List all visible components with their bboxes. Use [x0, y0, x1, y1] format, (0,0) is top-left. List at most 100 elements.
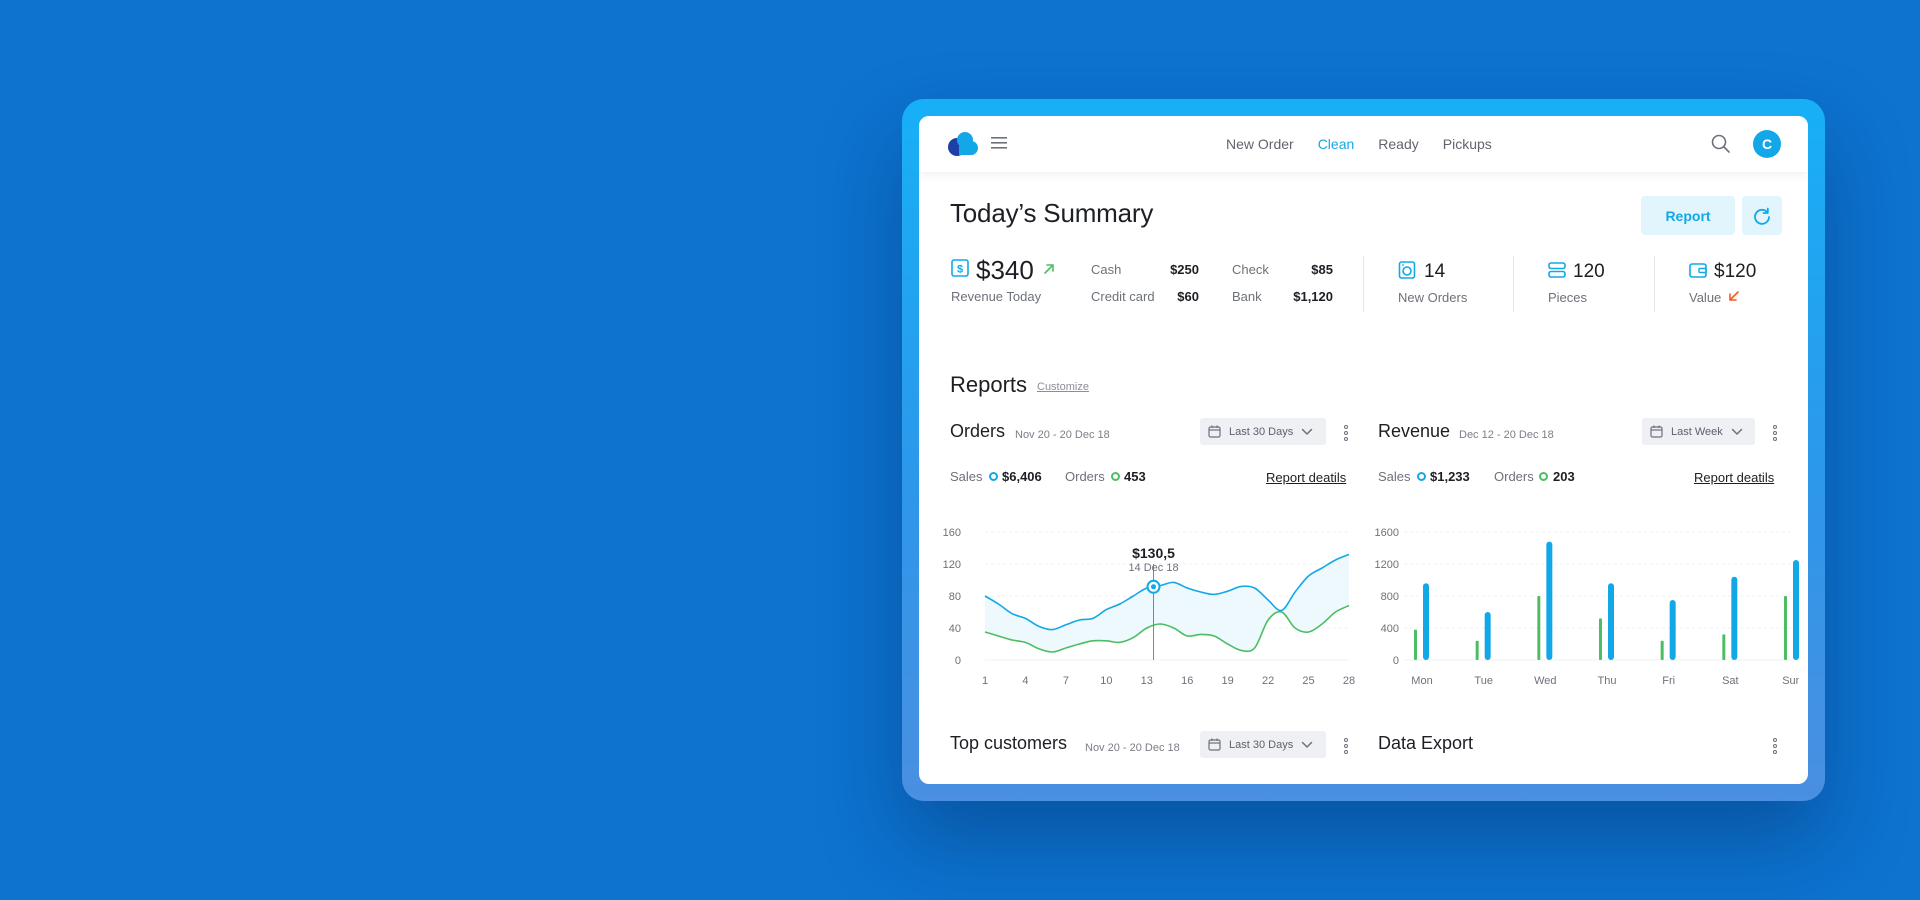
y-tick-label: 800 [1381, 591, 1399, 603]
calendar-icon [1208, 425, 1221, 438]
new-orders-value: 14 [1424, 261, 1446, 282]
orders-sales-value: $6,406 [1002, 469, 1042, 484]
x-tick-label: Sat [1722, 675, 1739, 686]
orders-period-value: Last 30 Days [1229, 425, 1294, 438]
orders-bar [1784, 596, 1787, 660]
value-amount: $120 [1714, 261, 1757, 282]
y-tick-label: 160 [943, 527, 961, 539]
orders-legend-marker [1111, 472, 1120, 481]
revenue-card-title: Revenue [1378, 421, 1451, 441]
refresh-icon [1754, 207, 1770, 225]
payment-check-label: Check [1232, 262, 1269, 277]
refresh-button[interactable] [1742, 196, 1782, 235]
orders-bar [1722, 634, 1726, 660]
wallet-icon [1689, 263, 1707, 278]
revenue-report-details-link[interactable]: Report deatils [1694, 470, 1775, 485]
y-tick-label: 1200 [1375, 559, 1399, 571]
payment-cash-label: Cash [1091, 262, 1122, 277]
customize-link[interactable]: Customize [1037, 381, 1089, 393]
y-tick-label: 40 [949, 623, 961, 635]
search-icon[interactable] [1710, 133, 1732, 155]
x-tick-label: Wed [1534, 675, 1556, 686]
x-tick-label: 4 [1022, 675, 1028, 686]
tooltip-value: $130,5 [1132, 545, 1175, 561]
top-bar: New Order Clean Ready Pickups C [919, 116, 1808, 172]
x-tick-label: 16 [1181, 675, 1193, 686]
revenue-period-dropdown[interactable]: Last Week [1642, 418, 1755, 445]
revenue-orders-label: Orders [1494, 469, 1534, 484]
main-nav: New Order Clean Ready Pickups [1226, 116, 1516, 172]
y-tick-label: 0 [955, 655, 961, 667]
revenue-orders-value: 203 [1553, 469, 1575, 484]
sales-bar [1423, 583, 1429, 660]
orders-more-icon[interactable] [1341, 424, 1351, 442]
customers-period-dropdown[interactable]: Last 30 Days [1200, 731, 1326, 758]
revenue-today-amount: $340 [976, 255, 1034, 285]
x-tick-label: Thu [1598, 675, 1617, 686]
divider [1654, 256, 1655, 312]
y-tick-label: 400 [1381, 623, 1399, 635]
payment-credit-card-value: $60 [1177, 289, 1199, 304]
chevron-down-icon [1301, 741, 1313, 748]
orders-line-chart: 0 40 80 120 160 1 4 7 10 13 16 19 22 25 28 $130,514 Dec… [943, 527, 1355, 686]
x-tick-label: 7 [1063, 675, 1069, 686]
x-tick-label: Sun [1782, 675, 1799, 686]
orders-sales-label: Sales [950, 469, 983, 484]
x-tick-label: 10 [1100, 675, 1112, 686]
user-avatar[interactable]: C [1753, 130, 1781, 158]
revenue-period-value: Last Week [1671, 425, 1723, 438]
trend-up-icon [1044, 264, 1054, 274]
sales-bar [1608, 583, 1614, 660]
customers-more-icon[interactable] [1341, 737, 1351, 755]
revenue-more-icon[interactable] [1770, 424, 1780, 442]
value-label: Value [1689, 290, 1722, 305]
chevron-down-icon [1731, 428, 1743, 435]
payment-cash-value: $250 [1170, 262, 1199, 277]
revenue-today-label: Revenue Today [951, 289, 1042, 304]
x-tick-label: 19 [1222, 675, 1234, 686]
chevron-down-icon [1301, 428, 1313, 435]
revenue-sales-value: $1,233 [1430, 469, 1470, 484]
calendar-icon [1650, 425, 1663, 438]
top-customers-date-range: Nov 20 - 20 Dec 18 [1085, 742, 1180, 754]
orders-orders-value: 453 [1124, 469, 1146, 484]
revenue-date-range: Dec 12 - 20 Dec 18 [1459, 429, 1554, 441]
top-customers-title: Top customers [950, 733, 1068, 753]
orders-report-details-link[interactable]: Report deatils [1266, 470, 1347, 485]
new-orders-label: New Orders [1398, 290, 1468, 305]
x-tick-label: Tue [1474, 675, 1493, 686]
orders-period-dropdown[interactable]: Last 30 Days [1200, 418, 1326, 445]
sales-legend-marker [1417, 472, 1426, 481]
export-more-icon[interactable] [1770, 737, 1780, 755]
nav-new-order[interactable]: New Order [1226, 136, 1294, 152]
y-tick-label: 0 [1393, 655, 1399, 667]
x-tick-label: 28 [1343, 675, 1355, 686]
svg-text:$: $ [957, 264, 963, 276]
washer-icon [1398, 261, 1416, 279]
sales-bar [1484, 612, 1491, 660]
cloud-logo-icon [948, 132, 978, 156]
orders-bar [1475, 640, 1479, 660]
sales-series-line [984, 553, 1350, 631]
reports-heading: Reports [950, 372, 1028, 397]
x-tick-label: 1 [982, 675, 988, 686]
data-export-title: Data Export [1378, 733, 1474, 753]
payment-bank-label: Bank [1232, 289, 1262, 304]
x-tick-label: Mon [1411, 675, 1432, 686]
x-tick-label: Fri [1662, 675, 1675, 686]
y-tick-label: 120 [943, 559, 961, 571]
customers-period-value: Last 30 Days [1229, 738, 1294, 751]
orders-bar [1537, 596, 1541, 660]
nav-ready[interactable]: Ready [1378, 136, 1419, 152]
hamburger-menu-icon[interactable] [991, 136, 1007, 150]
nav-clean[interactable]: Clean [1317, 136, 1355, 152]
payment-credit-card-label: Credit card [1091, 289, 1155, 304]
report-button[interactable]: Report [1641, 196, 1735, 235]
nav-pickups[interactable]: Pickups [1442, 136, 1492, 152]
divider [1363, 256, 1364, 312]
orders-date-range: Nov 20 - 20 Dec 18 [1015, 429, 1110, 441]
series-area-fill [985, 554, 1349, 653]
revenue-sales-label: Sales [1378, 469, 1411, 484]
tooltip-point-dot [1151, 584, 1157, 590]
sales-bar [1731, 576, 1738, 660]
